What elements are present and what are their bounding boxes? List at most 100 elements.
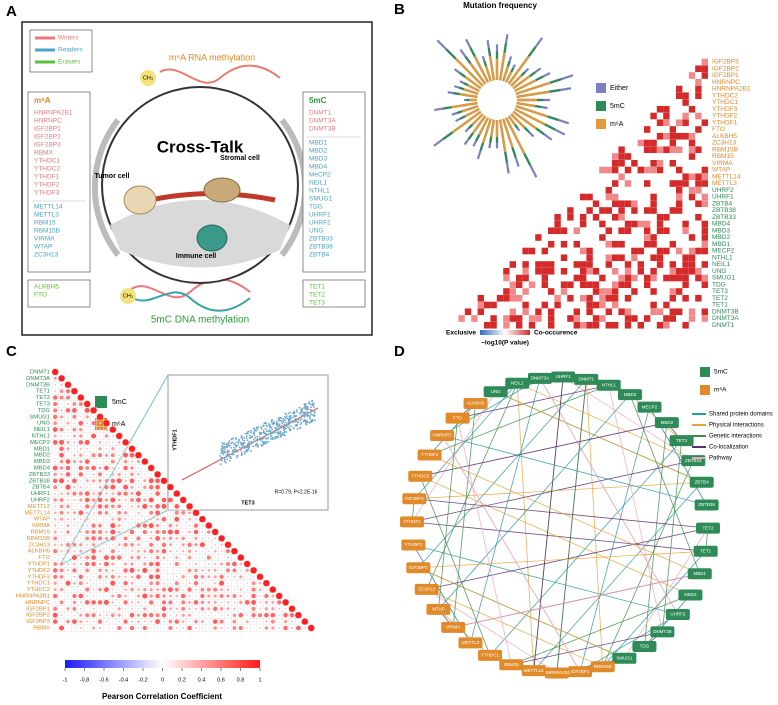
matrix-dot bbox=[91, 562, 95, 566]
scatter-point bbox=[246, 438, 248, 440]
scatter-point bbox=[229, 460, 231, 462]
scatter-point bbox=[234, 443, 236, 445]
scatter-point bbox=[244, 433, 246, 435]
node-label: MBD1 bbox=[693, 571, 706, 576]
heatmap-cell bbox=[670, 261, 676, 268]
matrix-dot bbox=[118, 550, 120, 552]
scatter-point bbox=[253, 427, 255, 429]
matrix-dot bbox=[54, 454, 56, 456]
scatter-point bbox=[251, 442, 253, 444]
node-label: DNMT3B bbox=[653, 629, 672, 634]
matrix-dot bbox=[208, 627, 210, 629]
heatmap-cell bbox=[593, 281, 599, 288]
matrix-dot bbox=[124, 511, 127, 514]
matrix-dot bbox=[162, 517, 167, 522]
matrix-dot bbox=[130, 588, 133, 591]
heatmap-cell bbox=[586, 207, 592, 214]
legend-swatch bbox=[95, 396, 107, 408]
matrix-dot bbox=[85, 491, 90, 496]
matrix-dot bbox=[67, 422, 70, 425]
matrix-dot bbox=[144, 474, 146, 476]
matrix-dot bbox=[86, 525, 88, 527]
matrix-dot bbox=[105, 428, 108, 431]
heatmap-cell bbox=[612, 254, 618, 261]
heatmap-cell bbox=[574, 241, 580, 248]
heatmap-cell bbox=[663, 322, 669, 329]
matrix-dot bbox=[188, 550, 191, 553]
matrix-dot bbox=[150, 474, 152, 476]
heatmap-cell bbox=[676, 268, 682, 275]
legend-label: Physical interactions bbox=[709, 423, 764, 429]
matrix-dot bbox=[53, 402, 57, 406]
heatmap-cell bbox=[689, 72, 695, 79]
scatter-point bbox=[241, 435, 243, 437]
matrix-dot bbox=[182, 531, 184, 533]
matrix-dot bbox=[232, 594, 236, 598]
gene-label: MBD1 bbox=[34, 446, 50, 452]
matrix-dot bbox=[240, 563, 243, 566]
scatter-point bbox=[276, 421, 278, 423]
matrix-dot bbox=[201, 531, 203, 533]
matrix-dot bbox=[99, 582, 101, 584]
scatter-point bbox=[308, 401, 310, 403]
scatter-point bbox=[223, 452, 225, 454]
heatmap-cell bbox=[599, 295, 605, 302]
matrix-dot bbox=[170, 506, 171, 507]
matrix-dot bbox=[67, 538, 68, 539]
matrix-dot bbox=[221, 550, 223, 552]
heatmap-cell bbox=[689, 106, 695, 113]
matrix-dot bbox=[93, 576, 95, 578]
matrix-dot bbox=[214, 594, 217, 597]
matrix-dot bbox=[163, 556, 166, 559]
matrix-dot bbox=[117, 511, 121, 515]
scatter-point bbox=[231, 438, 233, 440]
matrix-dot bbox=[187, 626, 192, 631]
matrix-dot bbox=[271, 607, 274, 610]
matrix-dot bbox=[92, 453, 96, 457]
heatmap-cell bbox=[695, 173, 701, 180]
matrix-dot bbox=[144, 518, 146, 520]
gene-label: DNMT3A bbox=[26, 376, 50, 382]
matrix-dot bbox=[66, 505, 70, 509]
matrix-dot bbox=[110, 530, 115, 535]
matrix-dot bbox=[149, 543, 153, 547]
tick-label: 0.4 bbox=[198, 677, 206, 683]
matrix-dot bbox=[111, 492, 114, 495]
matrix-dot bbox=[86, 435, 87, 436]
gene-label: HNRNPA2B1 bbox=[16, 594, 50, 600]
scatter-point bbox=[306, 421, 308, 423]
node-label: TET1 bbox=[700, 548, 711, 553]
scatter-point bbox=[301, 408, 303, 410]
matrix-dot bbox=[78, 394, 84, 400]
matrix-dot bbox=[73, 448, 75, 450]
matrix-dot bbox=[80, 486, 82, 488]
matrix-dot bbox=[201, 537, 203, 539]
heatmap-cell bbox=[702, 180, 708, 187]
heatmap-cell bbox=[586, 261, 592, 268]
matrix-dot bbox=[194, 620, 198, 624]
scatter-point bbox=[304, 405, 306, 407]
scatter-point bbox=[277, 433, 279, 435]
matrix-dot bbox=[124, 576, 126, 578]
heatmap-cell bbox=[484, 302, 490, 309]
heatmap-cell bbox=[670, 140, 676, 147]
matrix-dot bbox=[195, 627, 197, 629]
scatter-point bbox=[247, 439, 249, 441]
matrix-dot bbox=[66, 607, 69, 610]
matrix-dot bbox=[125, 557, 126, 558]
heatmap-cell bbox=[695, 248, 701, 255]
matrix-dot bbox=[175, 511, 179, 515]
scatter-point bbox=[264, 442, 266, 444]
matrix-dot bbox=[188, 531, 191, 534]
gene-name: YTHDF3 bbox=[34, 190, 60, 197]
heatmap-cell bbox=[663, 133, 669, 140]
scatter-point bbox=[261, 439, 263, 441]
heatmap-cell bbox=[657, 248, 663, 255]
matrix-dot bbox=[138, 608, 140, 610]
heatmap-cell bbox=[663, 119, 669, 126]
matrix-dot bbox=[61, 435, 63, 437]
network-edge bbox=[412, 522, 706, 551]
heatmap-cell bbox=[663, 302, 669, 309]
matrix-dot bbox=[143, 607, 146, 610]
matrix-dot bbox=[233, 601, 235, 603]
